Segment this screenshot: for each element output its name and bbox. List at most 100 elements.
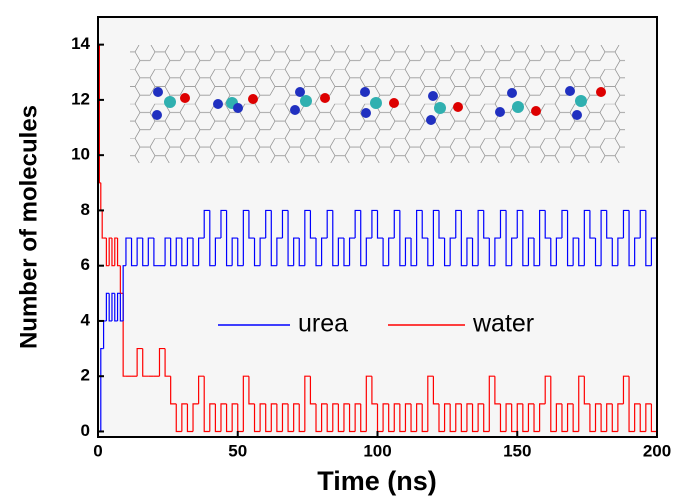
step-segment	[578, 238, 585, 267]
step-segment	[332, 210, 339, 267]
step-segment	[105, 238, 110, 267]
step-segment	[130, 238, 138, 267]
step-segment	[237, 238, 244, 267]
step-segment	[438, 210, 445, 239]
step-segment	[650, 403, 657, 433]
step-segment	[460, 403, 467, 433]
step-segment	[111, 238, 115, 267]
x-tick-label: 50	[228, 441, 247, 460]
step-segment	[309, 210, 317, 239]
step-segment	[365, 375, 372, 432]
step-segment	[209, 403, 216, 432]
step-segment	[388, 237, 395, 266]
step-segment	[116, 292, 121, 321]
step-segment	[555, 237, 562, 266]
step-segment	[259, 403, 266, 432]
step-segment	[594, 238, 602, 267]
step-segment	[617, 237, 624, 266]
step-segment	[455, 403, 462, 432]
step-segment	[242, 209, 249, 266]
step-segment	[298, 238, 305, 267]
step-segment	[175, 403, 182, 433]
step-segment	[477, 403, 484, 432]
step-segment	[111, 292, 115, 321]
step-segment	[354, 403, 361, 432]
step-segment	[108, 293, 112, 322]
step-segment	[321, 237, 328, 266]
step-segment	[164, 237, 171, 266]
step-segment	[438, 403, 445, 433]
step-segment	[192, 403, 199, 432]
step-segment	[611, 238, 618, 267]
x-axis-title: Time (ns)	[317, 466, 437, 496]
step-segment	[622, 209, 630, 239]
step-segment	[583, 376, 590, 405]
step-segment	[499, 403, 507, 433]
step-segment	[443, 238, 451, 267]
step-segment	[544, 375, 551, 404]
step-segment	[343, 238, 350, 267]
step-segment	[253, 403, 261, 433]
step-segment	[589, 403, 596, 433]
step-segment	[214, 403, 221, 433]
step-segment	[533, 403, 540, 433]
step-segment	[494, 237, 501, 266]
step-segment	[337, 237, 344, 266]
step-segment	[427, 375, 434, 432]
step-segment	[578, 375, 585, 432]
y-tick-label: 10	[71, 145, 90, 164]
step-segment	[253, 238, 261, 267]
step-segment	[477, 209, 484, 266]
step-segment	[293, 237, 300, 266]
step-segment	[622, 375, 630, 404]
x-tick-label: 100	[363, 441, 391, 460]
step-segment	[606, 403, 613, 432]
step-segment	[471, 238, 479, 267]
step-segment	[315, 238, 322, 267]
step-segment	[449, 237, 456, 266]
step-segment	[343, 403, 350, 432]
step-segment	[376, 210, 384, 239]
step-segment	[114, 293, 118, 322]
step-segment	[421, 403, 428, 433]
step-segment	[119, 293, 124, 322]
step-segment	[287, 403, 294, 433]
step-segment	[561, 403, 568, 433]
step-segment	[589, 210, 596, 239]
x-tick-label: 150	[503, 441, 531, 460]
step-segment	[539, 209, 546, 266]
step-segment	[527, 237, 535, 266]
step-segment	[287, 210, 294, 267]
step-segment	[382, 238, 389, 267]
step-segment	[544, 210, 551, 239]
step-segment	[170, 238, 177, 267]
step-segment	[399, 403, 406, 433]
step-segment	[276, 403, 283, 433]
step-segment	[186, 403, 194, 433]
legend-label: urea	[298, 310, 348, 338]
step-segment	[136, 347, 143, 377]
step-segment	[572, 237, 579, 266]
step-segment	[404, 403, 412, 432]
step-segment	[393, 403, 400, 432]
step-segment	[522, 210, 529, 267]
step-segment	[421, 210, 428, 239]
y-tick-label: 0	[81, 421, 90, 440]
step-segment	[326, 209, 333, 239]
step-segment	[382, 403, 389, 432]
step-segment	[516, 403, 523, 432]
x-tick-label: 200	[643, 441, 671, 460]
step-segment	[231, 403, 238, 432]
step-segment	[170, 376, 177, 405]
step-segment	[281, 403, 289, 432]
step-segment	[483, 403, 490, 433]
step-segment	[101, 210, 104, 239]
step-segment	[270, 403, 277, 432]
step-segment	[404, 237, 412, 266]
step-segment	[427, 238, 434, 267]
step-segment	[147, 237, 154, 266]
step-segment	[600, 209, 607, 266]
y-tick-label: 6	[81, 255, 90, 274]
legend-label: water	[472, 310, 534, 338]
step-segment	[499, 209, 507, 239]
